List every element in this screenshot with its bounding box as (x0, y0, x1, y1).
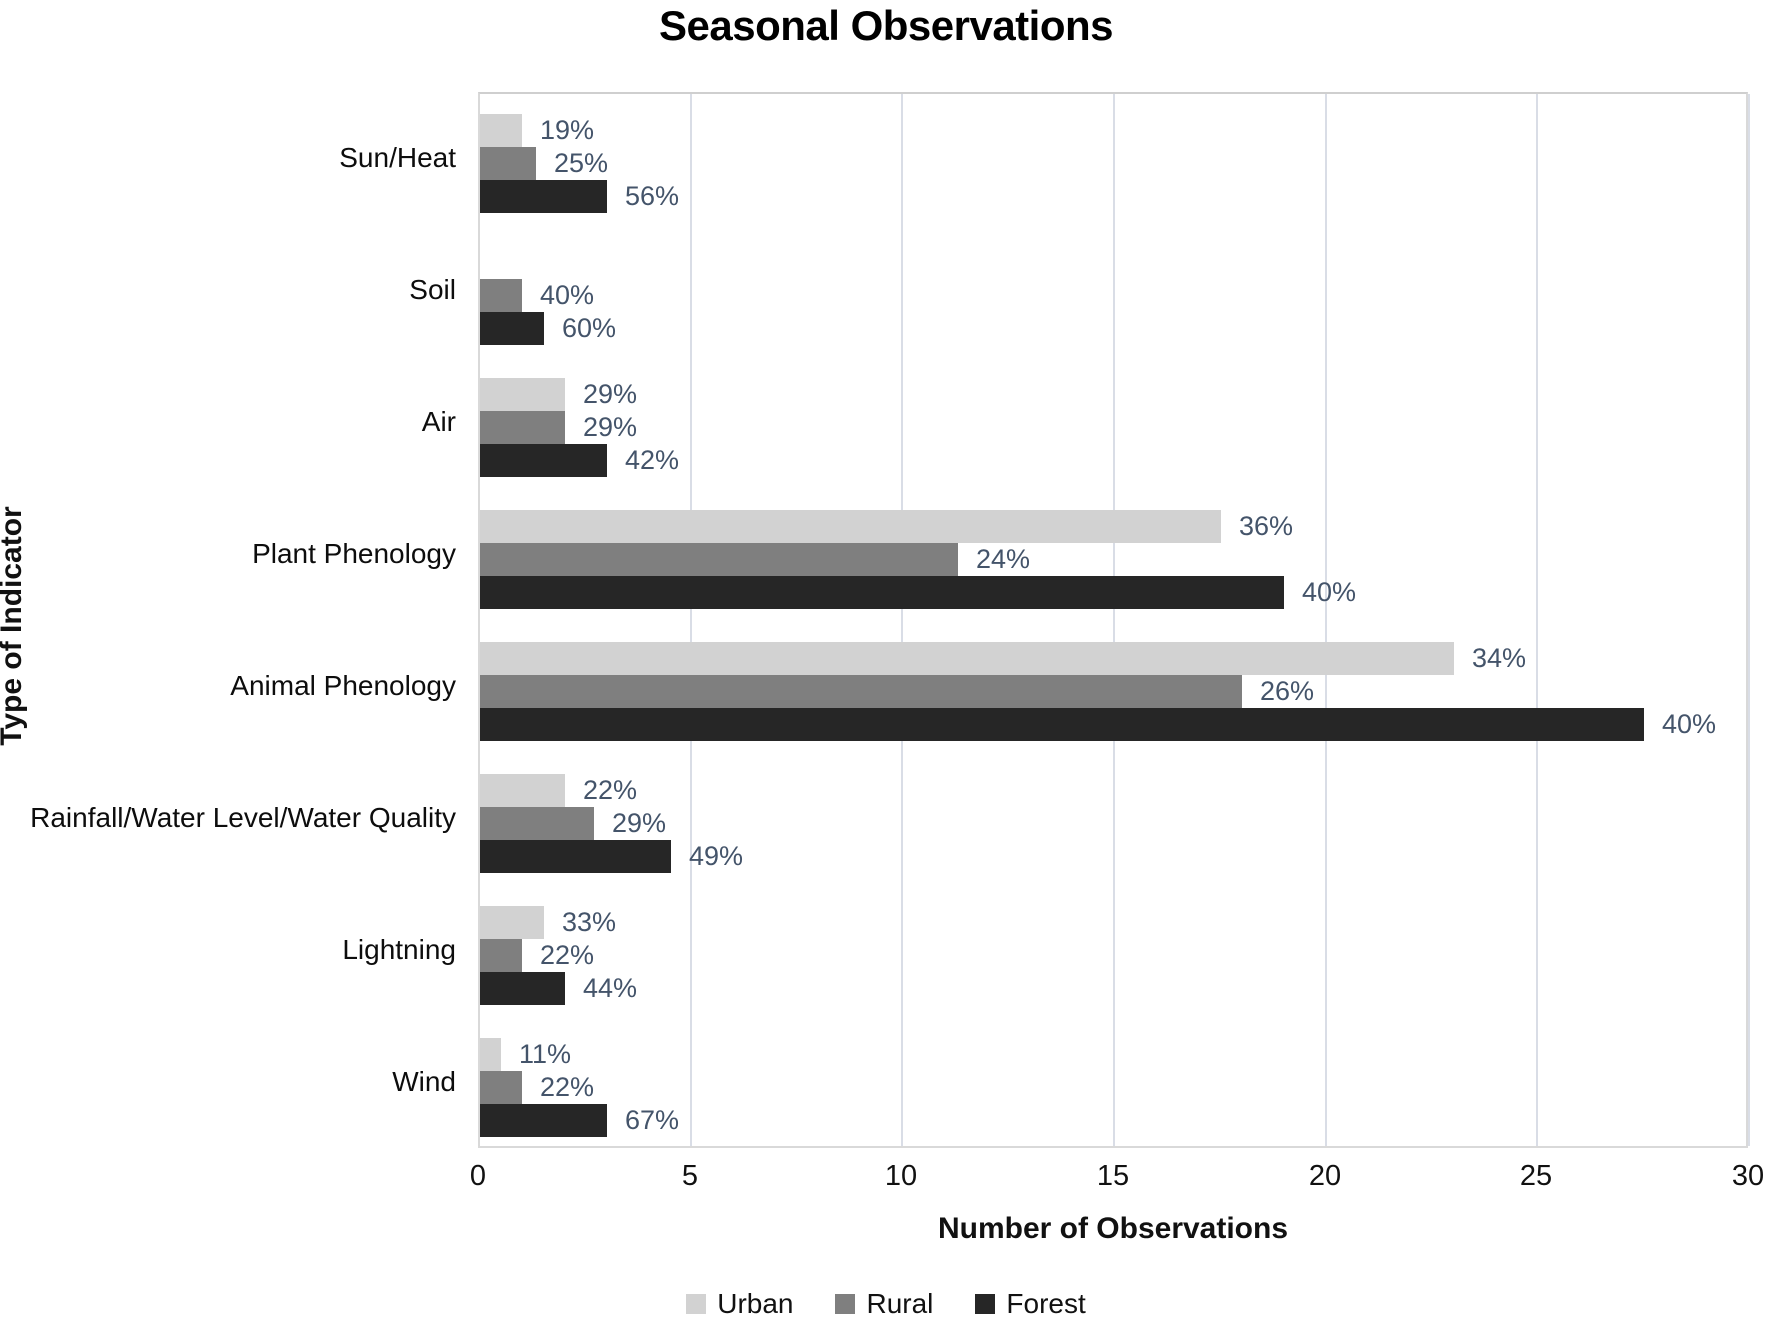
bar-urban-wind (480, 1038, 501, 1071)
data-label-rural-air: 29% (583, 412, 638, 442)
bar-forest-plant-phenology (480, 576, 1284, 609)
legend-label-rural: Rural (866, 1288, 934, 1319)
category-label-wind: Wind (392, 1066, 456, 1097)
data-label-urban-wind: 11% (519, 1039, 572, 1069)
bar-rural-sun-heat (480, 147, 536, 180)
legend-label-forest: Forest (1006, 1288, 1086, 1319)
data-label-forest-animal-phenology: 40% (1662, 709, 1717, 739)
legend-swatch-forest-icon (975, 1294, 996, 1314)
gridline-10 (901, 94, 903, 1146)
bar-rural-wind (480, 1071, 522, 1104)
legend-item-rural: Rural (835, 1288, 933, 1320)
category-label-lightning: Lightning (342, 934, 456, 965)
data-label-forest-soil: 60% (562, 313, 617, 343)
x-axis-title: Number of Observations (937, 1212, 1289, 1245)
bar-rural-plant-phenology (480, 543, 958, 576)
category-label-plant-phenology: Plant Phenology (252, 538, 456, 569)
bar-forest-soil (480, 312, 544, 345)
data-label-forest-air: 42% (625, 445, 680, 475)
bar-forest-rainfall-water-level-water-quality (480, 840, 671, 873)
category-label-sun-heat: Sun/Heat (339, 142, 456, 173)
bar-urban-lightning (480, 906, 544, 939)
x-tick-label-20: 20 (1308, 1160, 1342, 1192)
legend-swatch-urban-icon (686, 1294, 707, 1314)
gridline-20 (1325, 94, 1327, 1146)
bar-urban-animal-phenology (480, 642, 1454, 675)
gridline-15 (1113, 94, 1115, 1146)
plot-area: 19% 25% 56% 40% 60% 29% 29% 42% 36% 24% 40% 34% 26% 4… (478, 92, 1750, 1148)
data-label-rural-plant-phenology: 24% (976, 544, 1031, 574)
bar-urban-plant-phenology (480, 510, 1221, 543)
data-label-rural-soil: 40% (540, 280, 595, 310)
category-label-animal-phenology: Animal Phenology (230, 670, 456, 701)
data-label-forest-plant-phenology: 40% (1302, 577, 1357, 607)
x-tick-label-5: 5 (681, 1160, 699, 1192)
bar-urban-rainfall-water-level-water-quality (480, 774, 565, 807)
chart-title: Seasonal Observations (658, 2, 1114, 49)
bar-rural-lightning (480, 939, 522, 972)
data-label-rural-rainfall-water-level-water-quality: 29% (612, 808, 667, 838)
data-label-rural-animal-phenology: 26% (1260, 676, 1315, 706)
x-tick-label-25: 25 (1519, 1160, 1553, 1192)
data-label-urban-sun-heat: 19% (540, 115, 595, 145)
bar-rural-rainfall-water-level-water-quality (480, 807, 594, 840)
data-label-urban-animal-phenology: 34% (1472, 643, 1527, 673)
category-label-rainfall-water-level-water-quality: Rainfall/Water Level/Water Quality (30, 802, 456, 833)
data-label-urban-plant-phenology: 36% (1239, 511, 1294, 541)
data-label-urban-air: 29% (583, 379, 638, 409)
data-label-forest-lightning: 44% (583, 973, 638, 1003)
gridline-5 (690, 94, 692, 1146)
bar-forest-lightning (480, 972, 565, 1005)
bar-forest-sun-heat (480, 180, 607, 213)
data-label-urban-rainfall-water-level-water-quality: 22% (583, 775, 638, 805)
legend-label-urban: Urban (717, 1288, 794, 1319)
x-tick-label-30: 30 (1731, 1160, 1765, 1192)
x-tick-label-10: 10 (884, 1160, 918, 1192)
gridline-25 (1536, 94, 1538, 1146)
category-label-soil: Soil (409, 274, 456, 305)
bar-forest-air (480, 444, 607, 477)
category-label-air: Air (421, 406, 456, 437)
data-label-rural-wind: 22% (540, 1072, 595, 1102)
bar-rural-air (480, 411, 565, 444)
data-label-forest-wind: 67% (625, 1105, 680, 1135)
x-tick-label-15: 15 (1096, 1160, 1130, 1192)
bar-urban-air (480, 378, 565, 411)
data-label-forest-sun-heat: 56% (625, 181, 680, 211)
legend: Urban Rural Forest (0, 1288, 1772, 1320)
data-label-forest-rainfall-water-level-water-quality: 49% (689, 841, 744, 871)
bar-rural-animal-phenology (480, 675, 1242, 708)
x-tick-label-0: 0 (469, 1160, 487, 1192)
gridline-30 (1748, 94, 1750, 1146)
legend-swatch-rural-icon (835, 1294, 856, 1314)
bar-rural-soil (480, 279, 522, 312)
data-label-rural-lightning: 22% (540, 940, 595, 970)
bar-urban-sun-heat (480, 114, 522, 147)
legend-item-urban: Urban (686, 1288, 793, 1320)
legend-item-forest: Forest (975, 1288, 1086, 1320)
bar-forest-animal-phenology (480, 708, 1644, 741)
bar-forest-wind (480, 1104, 607, 1137)
data-label-rural-sun-heat: 25% (554, 148, 609, 178)
data-label-urban-lightning: 33% (562, 907, 617, 937)
